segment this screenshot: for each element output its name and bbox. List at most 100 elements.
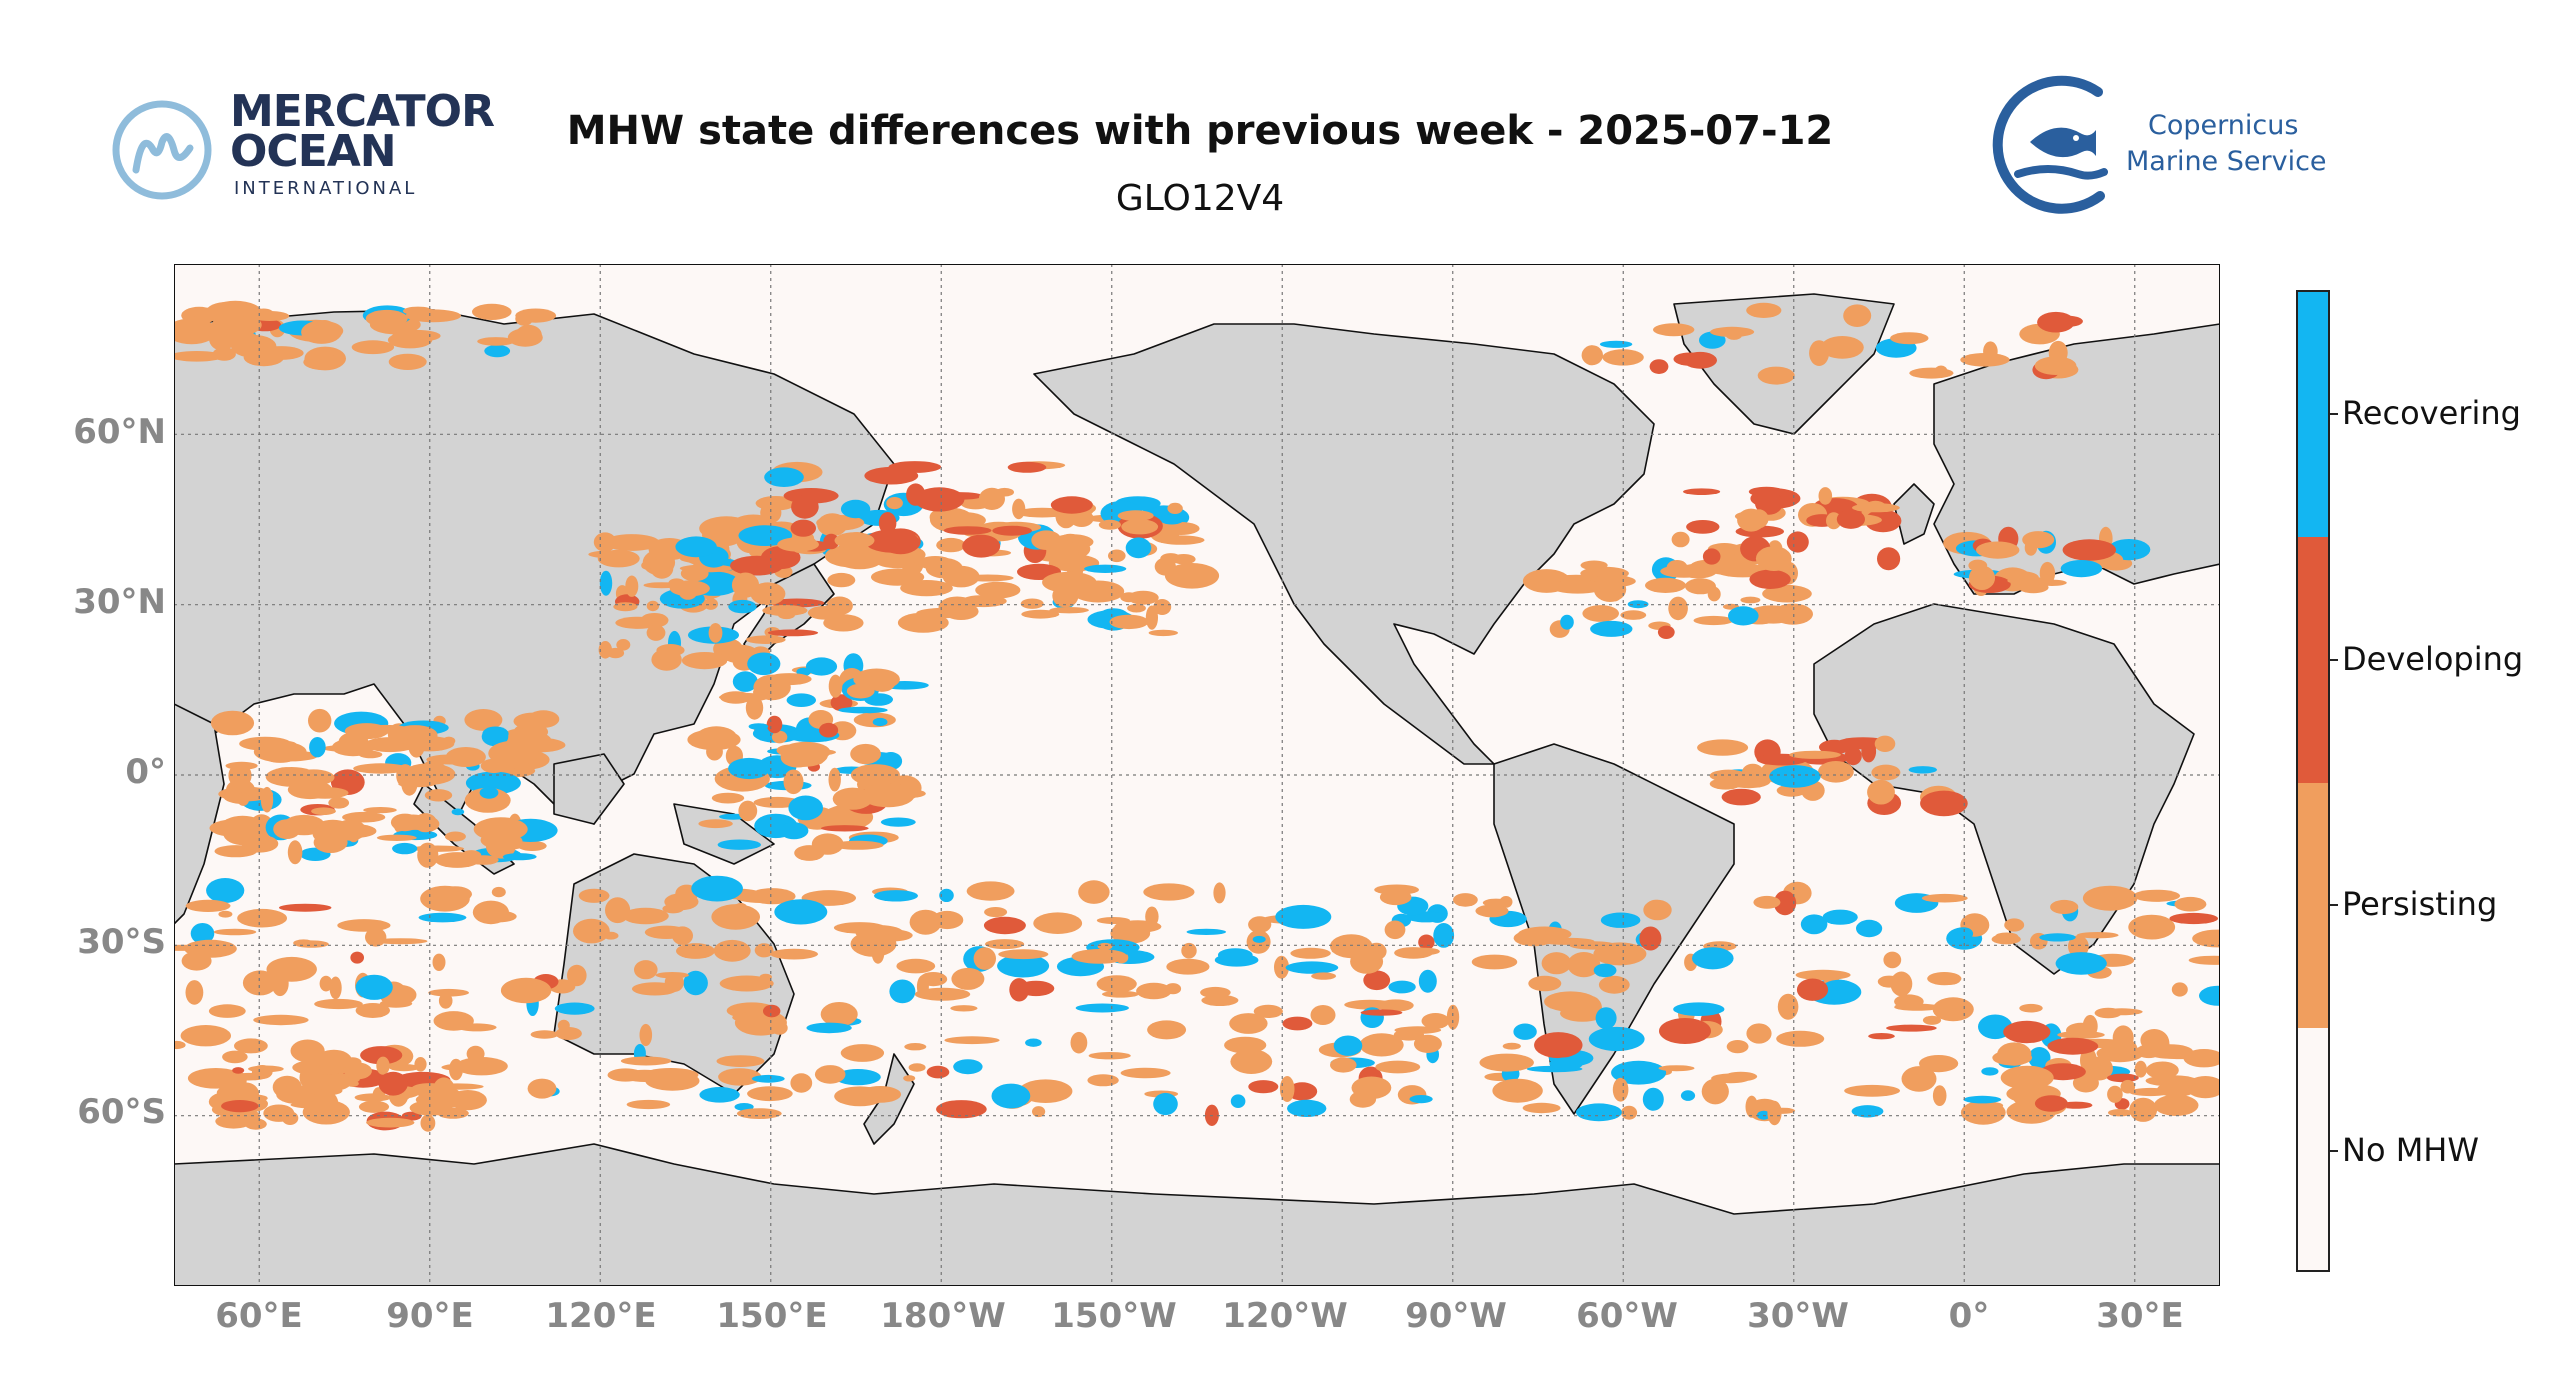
mhw-patch bbox=[2192, 929, 2220, 948]
mhw-patch bbox=[1680, 1090, 1696, 1101]
mhw-patch bbox=[2039, 933, 2076, 942]
mhw-patch bbox=[1012, 498, 1026, 520]
mhw-patch bbox=[1096, 917, 1130, 924]
mhw-patch bbox=[1932, 1085, 1947, 1106]
mhw-patch bbox=[1809, 340, 1830, 366]
mhw-patch bbox=[218, 910, 233, 918]
mhw-patch bbox=[402, 763, 456, 785]
lon-label-120e: 120°E bbox=[545, 1296, 657, 1336]
mhw-patch bbox=[180, 1025, 231, 1047]
mhw-patch bbox=[1927, 972, 1962, 986]
mhw-patch bbox=[2134, 1060, 2147, 1078]
legend-colorbar bbox=[2296, 290, 2330, 1272]
antarctica-landmass bbox=[174, 1143, 2220, 1286]
mhw-patch bbox=[2174, 896, 2207, 912]
mhw-patch bbox=[1359, 1033, 1404, 1057]
mhw-patch bbox=[2128, 914, 2176, 940]
mhw-patch bbox=[350, 951, 364, 964]
mhw-patch bbox=[776, 744, 804, 757]
mhw-patch bbox=[1871, 764, 1901, 781]
mhw-patch bbox=[355, 974, 393, 1000]
mhw-patch bbox=[242, 970, 278, 996]
mhw-patch bbox=[626, 1099, 671, 1110]
mhw-patch bbox=[1901, 1066, 1937, 1092]
mhw-patch bbox=[1963, 1095, 2002, 1104]
mhw-patch bbox=[1745, 1095, 1758, 1118]
mhw-patch bbox=[1683, 488, 1721, 495]
mhw-patch bbox=[1874, 735, 1896, 752]
mhw-patch bbox=[209, 327, 236, 351]
mhw-patch bbox=[718, 1068, 762, 1086]
mhw-patch bbox=[645, 1071, 700, 1091]
mhw-patch bbox=[513, 712, 553, 730]
mhw-patch bbox=[1157, 535, 1205, 545]
mhw-patch bbox=[279, 903, 332, 912]
mhw-patch bbox=[213, 928, 257, 936]
mhw-patch bbox=[417, 842, 439, 868]
mhw-patch bbox=[208, 1004, 246, 1018]
mhw-patch bbox=[755, 496, 796, 511]
mhw-patch bbox=[1544, 991, 1597, 1012]
mhw-patch bbox=[738, 800, 758, 822]
mhw-patch bbox=[2129, 1097, 2158, 1122]
mhw-patch bbox=[1671, 531, 1690, 548]
mhw-patch bbox=[2050, 899, 2079, 915]
mhw-patch bbox=[807, 606, 841, 620]
lon-label-30e: 30°E bbox=[2096, 1296, 2184, 1336]
mhw-patch bbox=[1657, 625, 1675, 639]
mhw-patch bbox=[644, 925, 688, 939]
mhw-patch bbox=[1446, 1004, 1460, 1030]
mhw-patch bbox=[603, 534, 660, 551]
mercator-ocean-logo: MERCATOR OCEAN INTERNATIONAL bbox=[112, 90, 495, 210]
mhw-patch bbox=[1049, 607, 1089, 614]
chart-title: MHW state differences with previous week… bbox=[566, 108, 1834, 154]
mhw-patch bbox=[376, 834, 417, 841]
mhw-patch bbox=[1475, 904, 1509, 918]
mhw-patch bbox=[641, 561, 654, 570]
mhw-patch bbox=[1275, 904, 1332, 929]
mhw-patch bbox=[1818, 761, 1854, 783]
mhw-patch bbox=[598, 641, 612, 659]
mhw-patch bbox=[872, 717, 888, 727]
mhw-patch bbox=[2055, 952, 2107, 975]
mhw-patch bbox=[2076, 932, 2119, 939]
mhw-patch bbox=[748, 723, 769, 730]
mhw-patch bbox=[1418, 969, 1437, 993]
mhw-patch bbox=[2007, 576, 2050, 585]
mhw-patch bbox=[944, 1036, 1000, 1045]
mhw-patch bbox=[1861, 740, 1877, 763]
mhw-patch bbox=[317, 1077, 355, 1084]
mhw-patch bbox=[2047, 1037, 2099, 1055]
mhw-patch bbox=[1330, 1057, 1357, 1073]
mhw-patch bbox=[599, 570, 613, 596]
mhw-patch bbox=[848, 547, 880, 554]
mhw-patch bbox=[220, 1107, 261, 1127]
mhw-patch bbox=[738, 525, 793, 546]
mhw-patch bbox=[1160, 553, 1182, 564]
mhw-patch bbox=[392, 842, 418, 855]
mhw-patch bbox=[734, 890, 788, 903]
copernicus-line1: Copernicus bbox=[2148, 110, 2299, 141]
mhw-patch bbox=[897, 612, 949, 633]
mhw-patch bbox=[779, 822, 809, 840]
mhw-patch bbox=[1153, 1092, 1178, 1116]
mhw-patch bbox=[1311, 972, 1336, 980]
mhw-patch bbox=[880, 817, 916, 827]
mhw-patch bbox=[451, 808, 465, 816]
mhw-patch bbox=[258, 346, 304, 360]
mhw-patch bbox=[337, 919, 391, 932]
mhw-patch bbox=[2108, 1109, 2133, 1117]
mhw-patch bbox=[1366, 942, 1387, 961]
mhw-patch bbox=[2153, 1094, 2199, 1116]
mhw-patch bbox=[1757, 366, 1795, 385]
mhw-patch bbox=[1097, 942, 1113, 950]
mhw-patch bbox=[401, 1111, 422, 1121]
mhw-patch bbox=[1096, 975, 1137, 993]
mhw-patch bbox=[433, 1011, 474, 1031]
mhw-patch bbox=[1659, 1018, 1711, 1044]
mhw-patch bbox=[1102, 990, 1139, 998]
mhw-patch bbox=[1762, 584, 1812, 603]
mhw-patch bbox=[1020, 598, 1044, 609]
legend-tick bbox=[2330, 659, 2338, 661]
mhw-patch bbox=[859, 1086, 902, 1103]
